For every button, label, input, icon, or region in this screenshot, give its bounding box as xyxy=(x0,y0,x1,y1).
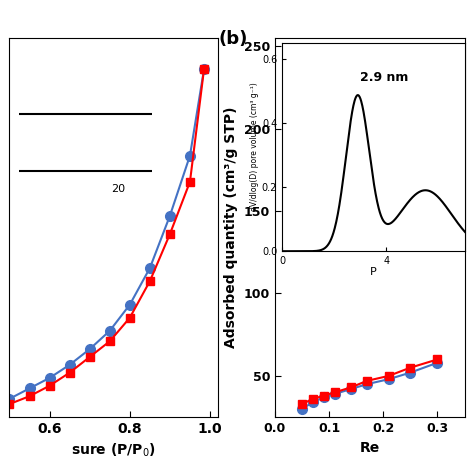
X-axis label: sure (P/P$_0$): sure (P/P$_0$) xyxy=(72,442,156,459)
Text: (b): (b) xyxy=(218,30,247,48)
X-axis label: P: P xyxy=(370,267,377,277)
Y-axis label: Adsorbed quantity (cm³/g STP): Adsorbed quantity (cm³/g STP) xyxy=(224,107,238,348)
X-axis label: Re: Re xyxy=(360,440,380,455)
Text: 20: 20 xyxy=(111,184,126,194)
Y-axis label: dV/dlog(D) pore volume (cm³ g⁻¹): dV/dlog(D) pore volume (cm³ g⁻¹) xyxy=(250,82,259,211)
Text: 2.9 nm: 2.9 nm xyxy=(360,72,409,84)
